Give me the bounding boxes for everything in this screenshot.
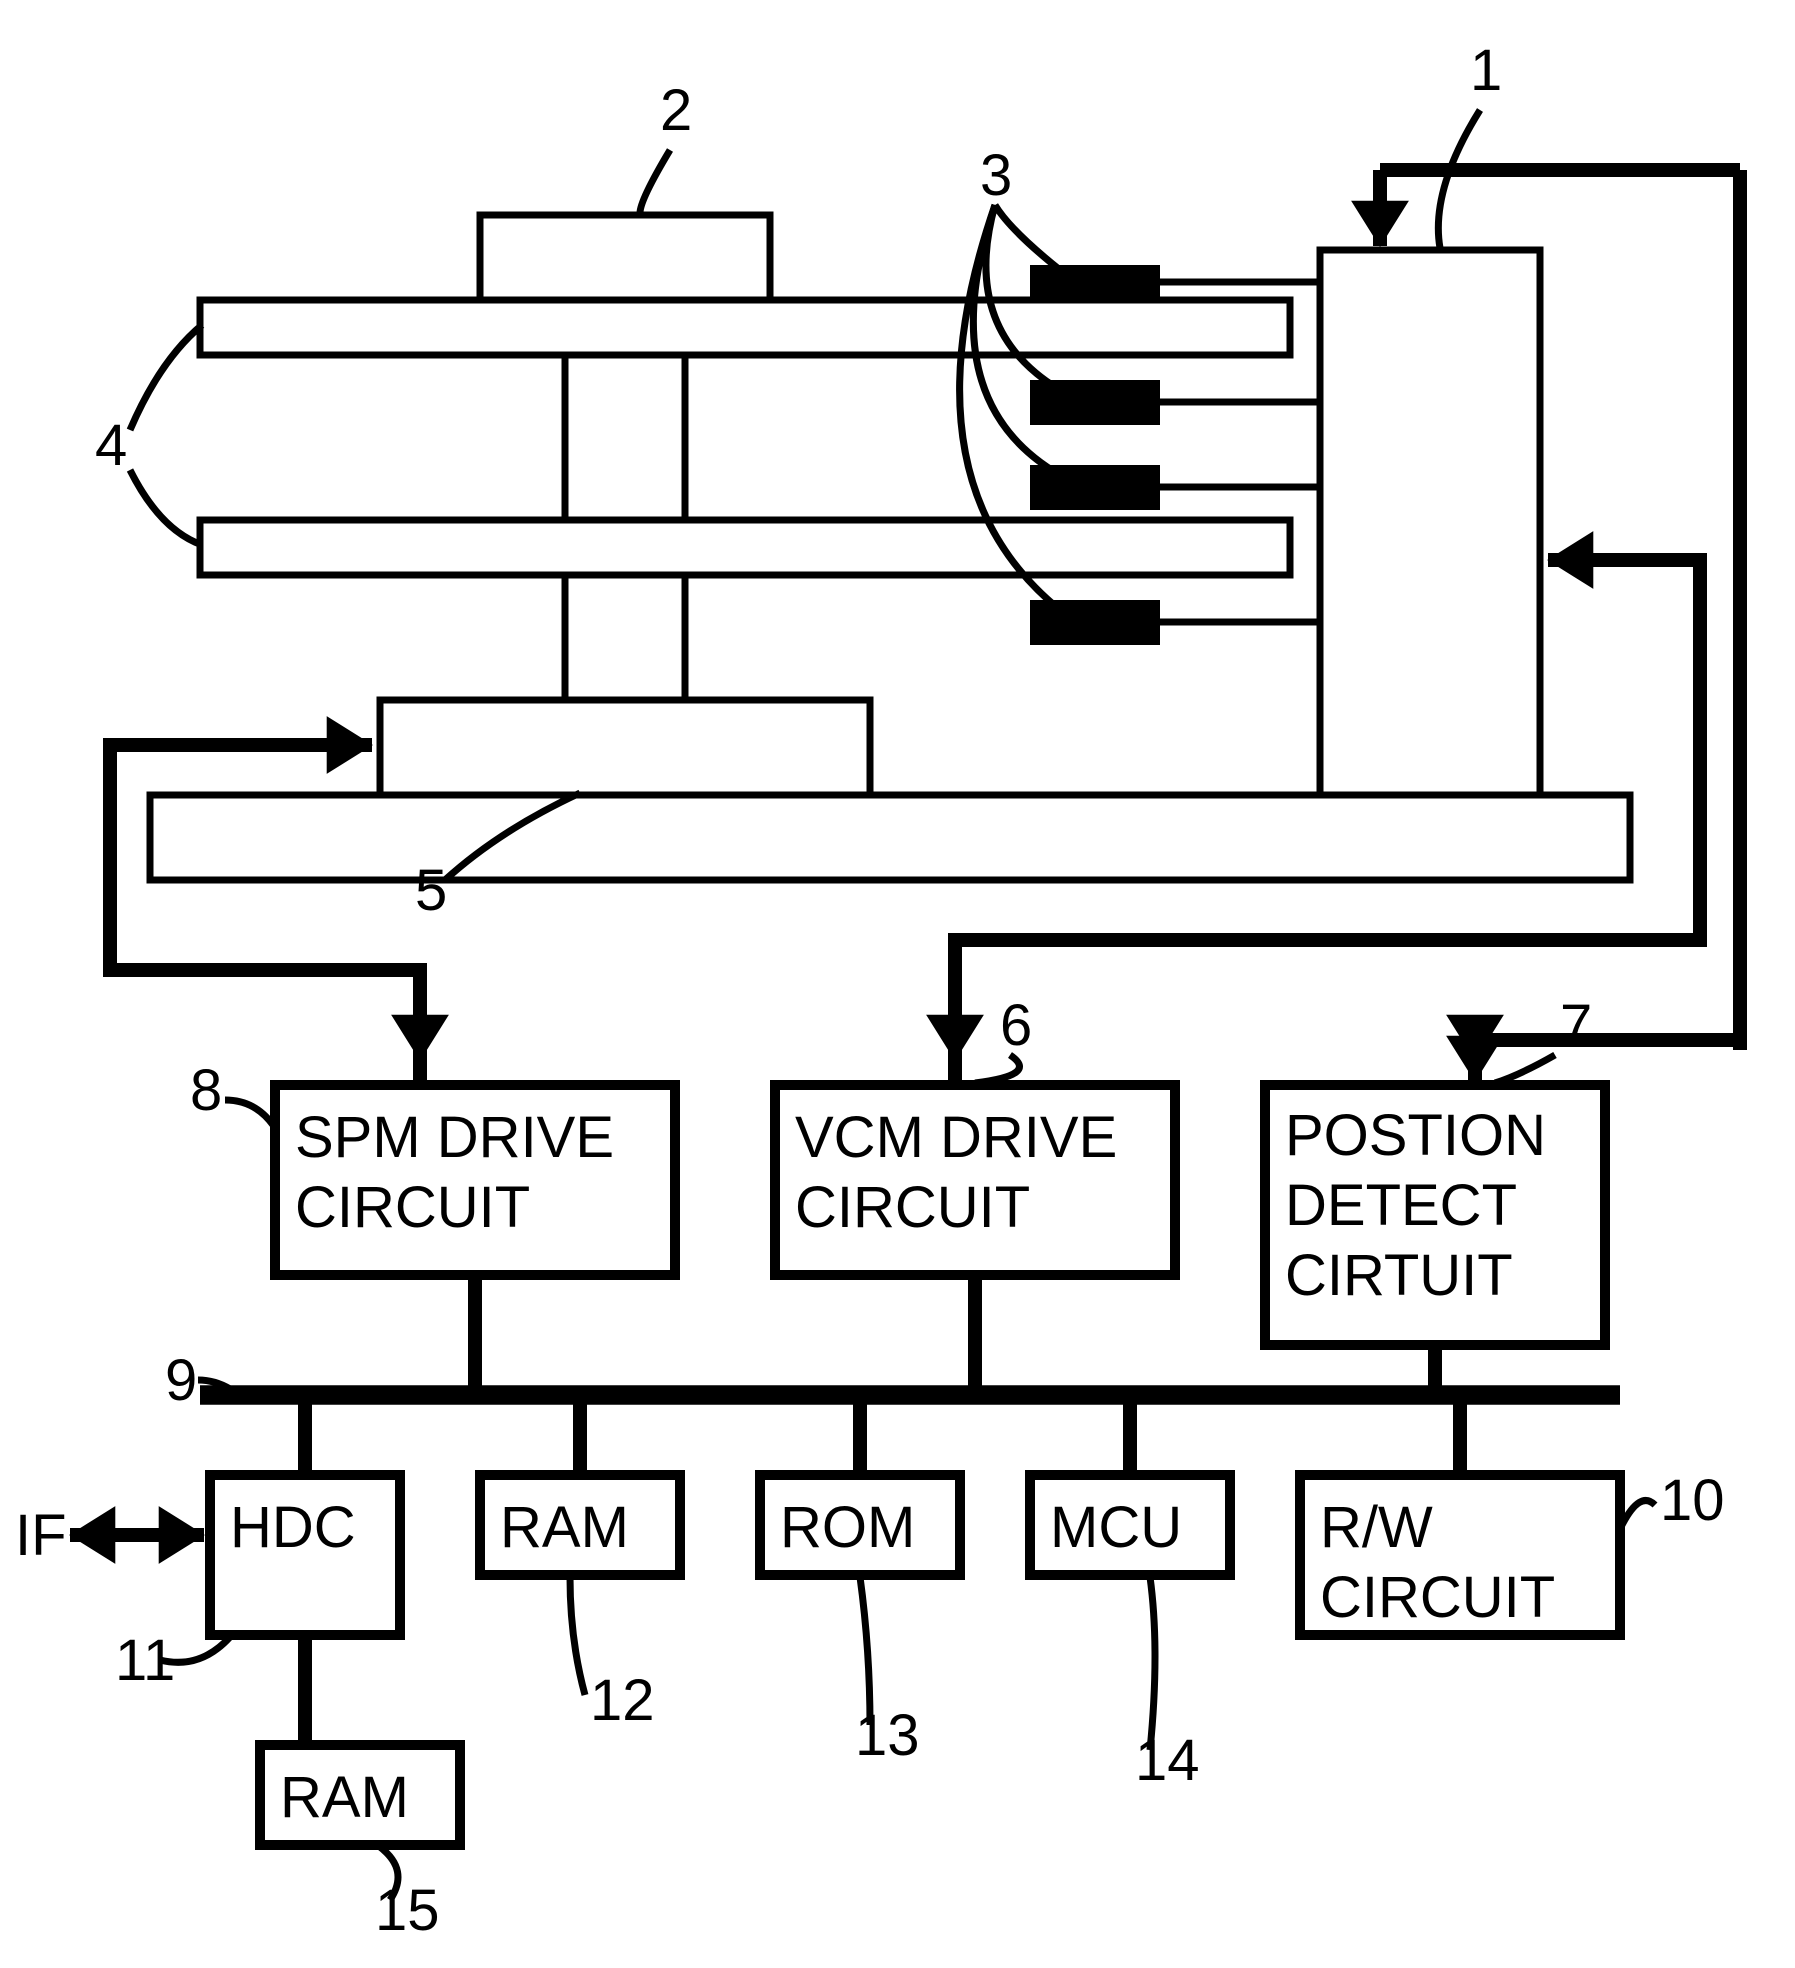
svg-text:4: 4: [95, 413, 127, 478]
svg-text:12: 12: [590, 1668, 655, 1733]
svg-text:10: 10: [1660, 1468, 1725, 1533]
svg-text:CIRCUIT: CIRCUIT: [795, 1175, 1030, 1240]
svg-text:5: 5: [415, 858, 447, 923]
svg-text:8: 8: [190, 1058, 222, 1123]
svg-text:CIRCUIT: CIRCUIT: [1320, 1565, 1555, 1630]
svg-text:RAM: RAM: [280, 1765, 409, 1830]
svg-text:R/W: R/W: [1320, 1495, 1433, 1560]
svg-text:2: 2: [660, 78, 692, 143]
hdd-block-diagram: SPM DRIVECIRCUITVCM DRIVECIRCUITPOSTIOND…: [0, 0, 1795, 1968]
svg-text:ROM: ROM: [780, 1495, 915, 1560]
svg-text:VCM DRIVE: VCM DRIVE: [795, 1105, 1117, 1170]
svg-text:14: 14: [1135, 1728, 1200, 1793]
svg-text:POSTION: POSTION: [1285, 1103, 1546, 1168]
svg-text:CIRCUIT: CIRCUIT: [295, 1175, 530, 1240]
svg-text:15: 15: [375, 1878, 440, 1943]
svg-text:1: 1: [1470, 38, 1502, 103]
svg-text:IF: IF: [15, 1503, 67, 1568]
svg-text:CIRTUIT: CIRTUIT: [1285, 1243, 1513, 1308]
svg-text:DETECT: DETECT: [1285, 1173, 1517, 1238]
svg-text:RAM: RAM: [500, 1495, 629, 1560]
svg-text:13: 13: [855, 1703, 920, 1768]
svg-text:6: 6: [1000, 993, 1032, 1058]
svg-text:7: 7: [1560, 993, 1592, 1058]
svg-text:SPM DRIVE: SPM DRIVE: [295, 1105, 614, 1170]
svg-text:9: 9: [165, 1348, 197, 1413]
svg-text:MCU: MCU: [1050, 1495, 1182, 1560]
svg-text:HDC: HDC: [230, 1495, 356, 1560]
svg-text:3: 3: [980, 143, 1012, 208]
